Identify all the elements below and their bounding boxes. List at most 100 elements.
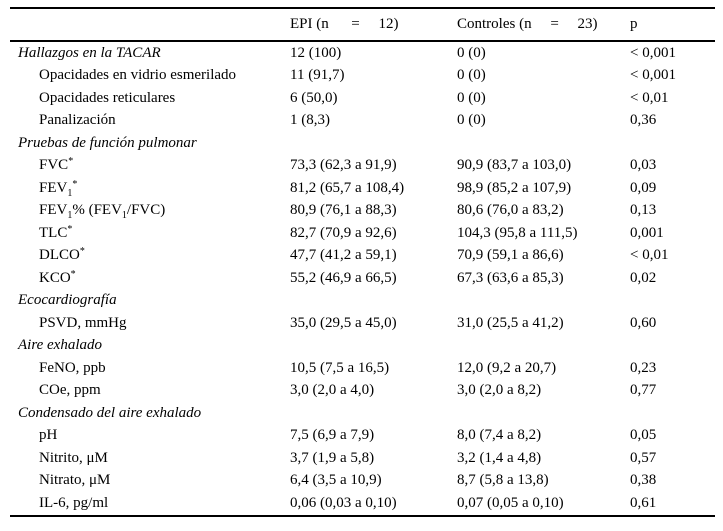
controles-value: 0 (0) xyxy=(457,89,486,106)
epi-value: 6 (50,0) xyxy=(290,89,338,106)
table-row: PSVD, mmHg 35,0 (29,5 a 45,0) 31,0 (25,5 a… xyxy=(10,312,715,335)
controles-value: 0 (0) xyxy=(457,112,486,129)
table-row: Nitrato, μM 6,4 (3,5 a 10,9) 8,7 (5,8 a 13… xyxy=(10,470,715,493)
table-row: KCO* 55,2 (46,9 a 66,5) 67,3 (63,6 a 85,3)… xyxy=(10,267,715,290)
epi-value: 47,7 (41,2 a 59,1) xyxy=(290,247,397,264)
epi-value: 11 (91,7) xyxy=(290,67,345,84)
row-label: FEV1* xyxy=(39,178,78,199)
row-label: FVC* xyxy=(39,156,74,174)
epi-value xyxy=(290,290,457,313)
controles-value: 80,6 (76,0 a 83,2) xyxy=(457,202,564,219)
p-value: < 0,001 xyxy=(630,44,676,61)
row-label: Condensado del aire exhalado xyxy=(18,404,202,421)
p-value: 0,02 xyxy=(630,269,657,286)
label-superscript: * xyxy=(72,178,78,190)
col-header-p: p xyxy=(630,16,638,32)
epi-value: 35,0 (29,5 a 45,0) xyxy=(290,314,397,331)
p-value xyxy=(630,335,715,358)
p-value xyxy=(630,402,715,425)
controles-value: 90,9 (83,7 a 103,0) xyxy=(457,157,572,174)
row-label: PSVD, mmHg xyxy=(39,314,127,331)
p-value: < 0,01 xyxy=(630,89,669,106)
table-row: Panalización 1 (8,3) 0 (0) 0,36 xyxy=(10,110,715,133)
table-header: EPI (n = 12) Controles (n = 23) p xyxy=(10,8,715,41)
controles-value: 0,07 (0,05 a 0,10) xyxy=(457,494,564,511)
p-value: 0,61 xyxy=(630,494,657,511)
p-value xyxy=(630,290,715,313)
controles-value: 0 (0) xyxy=(457,67,486,84)
row-label: Opacidades en vidrio esmerilado xyxy=(39,67,237,84)
epi-value: 80,9 (76,1 a 88,3) xyxy=(290,202,397,219)
epi-value: 1 (8,3) xyxy=(290,112,330,129)
section-row: Pruebas de función pulmonar xyxy=(10,132,715,155)
row-label: IL-6, pg/ml xyxy=(39,494,109,511)
section-row: Hallazgos en la TACAR 12 (100) 0 (0) < 0,00… xyxy=(10,41,715,65)
epi-value xyxy=(290,402,457,425)
label-subscript: 1 xyxy=(67,210,73,222)
row-label: Ecocardiografía xyxy=(18,292,117,309)
controles-value xyxy=(457,402,630,425)
row-label: FeNO, ppb xyxy=(39,359,106,376)
col-header-variable xyxy=(10,8,290,41)
p-value xyxy=(630,132,715,155)
controles-value xyxy=(457,290,630,313)
p-value: 0,57 xyxy=(630,449,657,466)
row-label: Opacidades reticulares xyxy=(39,89,176,106)
col-header-controles: Controles (n = 23) xyxy=(457,16,598,32)
row-label: DLCO* xyxy=(39,246,85,264)
controles-value: 12,0 (9,2 a 20,7) xyxy=(457,359,557,376)
row-label: Nitrito, μM xyxy=(39,449,108,466)
controles-value xyxy=(457,335,630,358)
p-value: < 0,01 xyxy=(630,247,669,264)
row-label: Hallazgos en la TACAR xyxy=(18,44,161,61)
p-value: 0,13 xyxy=(630,202,657,219)
controles-value: 104,3 (95,8 a 111,5) xyxy=(457,224,578,241)
p-value: 0,05 xyxy=(630,427,657,444)
row-label: TLC* xyxy=(39,223,73,241)
table-row: COe, ppm 3,0 (2,0 a 4,0) 3,0 (2,0 a 8,2) 0,… xyxy=(10,380,715,403)
epi-value: 55,2 (46,9 a 66,5) xyxy=(290,269,397,286)
row-label: Nitrato, μM xyxy=(39,472,111,489)
results-table: EPI (n = 12) Controles (n = 23) p Hallaz… xyxy=(10,7,715,517)
p-value: 0,03 xyxy=(630,157,657,174)
row-label: pH xyxy=(39,427,58,444)
row-label: FEV1% (FEV1/FVC) xyxy=(39,202,166,222)
controles-value: 70,9 (59,1 a 86,6) xyxy=(457,247,564,264)
row-label: Aire exhalado xyxy=(18,337,103,354)
epi-value: 6,4 (3,5 a 10,9) xyxy=(290,472,382,489)
table-row: DLCO* 47,7 (41,2 a 59,1) 70,9 (59,1 a 86,6… xyxy=(10,245,715,268)
p-value: 0,09 xyxy=(630,179,657,196)
epi-value: 81,2 (65,7 a 108,4) xyxy=(290,179,405,196)
epi-value xyxy=(290,335,457,358)
p-value: 0,23 xyxy=(630,359,657,376)
section-row: Condensado del aire exhalado xyxy=(10,402,715,425)
epi-value: 3,0 (2,0 a 4,0) xyxy=(290,382,375,399)
label-superscript: * xyxy=(79,246,85,258)
controles-value: 67,3 (63,6 a 85,3) xyxy=(457,269,564,286)
p-value: 0,77 xyxy=(630,382,657,399)
table-row: IL-6, pg/ml 0,06 (0,03 a 0,10) 0,07 (0,05 … xyxy=(10,492,715,516)
row-label: Panalización xyxy=(39,112,116,129)
label-superscript: * xyxy=(70,268,76,280)
table-row: Opacidades en vidrio esmerilado 11 (91,7)… xyxy=(10,65,715,88)
controles-value: 3,2 (1,4 a 4,8) xyxy=(457,449,542,466)
table-body: Hallazgos en la TACAR 12 (100) 0 (0) < 0,00… xyxy=(10,41,715,516)
label-subscript: 1 xyxy=(67,187,73,199)
epi-value: 12 (100) xyxy=(290,44,342,61)
table-row: pH 7,5 (6,9 a 7,9) 8,0 (7,4 a 8,2) 0,05 xyxy=(10,425,715,448)
epi-value xyxy=(290,132,457,155)
col-header-epi: EPI (n = 12) xyxy=(290,16,399,32)
controles-value xyxy=(457,132,630,155)
table-row: FEV1% (FEV1/FVC) 80,9 (76,1 a 88,3) 80,6 (… xyxy=(10,200,715,223)
row-label: COe, ppm xyxy=(39,382,101,399)
epi-value: 82,7 (70,9 a 92,6) xyxy=(290,224,397,241)
epi-value: 0,06 (0,03 a 0,10) xyxy=(290,494,397,511)
controles-value: 8,0 (7,4 a 8,2) xyxy=(457,427,542,444)
p-value: 0,60 xyxy=(630,314,657,331)
epi-value: 3,7 (1,9 a 5,8) xyxy=(290,449,375,466)
label-superscript: * xyxy=(68,156,74,168)
label-superscript: * xyxy=(67,223,73,235)
table-row: FEV1* 81,2 (65,7 a 108,4) 98,9 (85,2 a 107… xyxy=(10,177,715,200)
p-value: 0,001 xyxy=(630,224,664,241)
header-row: EPI (n = 12) Controles (n = 23) p xyxy=(10,8,715,41)
